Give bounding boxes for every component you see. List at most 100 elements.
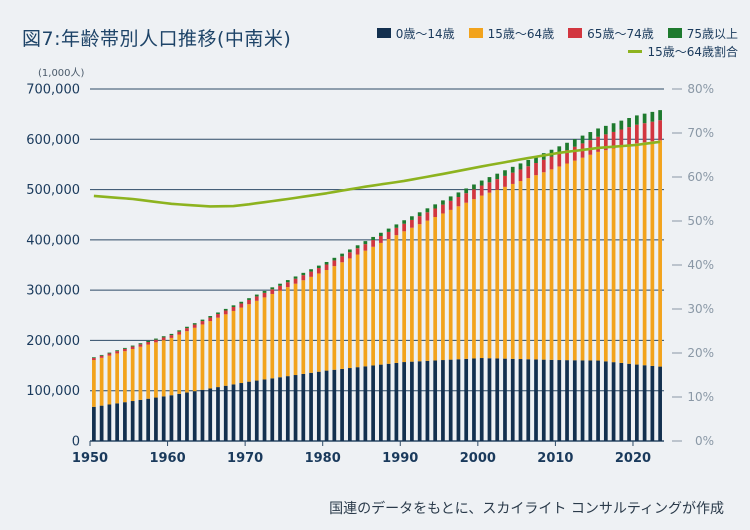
x-tick-label: 1950 (72, 451, 108, 466)
bar-age-65-74 (541, 159, 546, 173)
bar-age-65-74 (99, 355, 104, 358)
bar-age-15-64 (650, 141, 655, 366)
bar-age-15-64 (332, 266, 337, 370)
bar-age-75-plus (394, 224, 399, 228)
bar-age-75-plus (572, 139, 577, 147)
bar-age-0-14 (254, 380, 259, 441)
bar-age-0-14 (487, 358, 492, 441)
bar-age-65-74 (619, 129, 624, 147)
bar-age-75-plus (130, 345, 135, 347)
bar-age-15-64 (611, 148, 616, 363)
bar-age-75-plus (340, 253, 344, 257)
bar-age-65-74 (464, 193, 469, 203)
bar-age-0-14 (596, 360, 600, 441)
bar-age-15-64 (154, 342, 158, 398)
y-right-tick-label: 40% (687, 258, 714, 272)
bar-age-15-64 (565, 163, 569, 361)
y-left-tick-label: 500,000 (26, 183, 80, 198)
bar-age-75-plus (92, 357, 96, 359)
bar-age-15-64 (510, 183, 515, 359)
bar-age-75-plus (309, 269, 313, 272)
bar-age-75-plus (123, 347, 127, 349)
bar-age-15-64 (285, 287, 290, 377)
bar-age-65-74 (270, 289, 275, 294)
bar-age-15-64 (177, 334, 182, 394)
bar-age-15-64 (92, 360, 96, 407)
legend-item-age-15-64: 15歳〜64歳 (468, 25, 555, 42)
bar-age-75-plus (262, 290, 267, 293)
bar-age-65-74 (441, 204, 445, 214)
bar-age-65-74 (510, 172, 515, 184)
bar-age-0-14 (580, 360, 585, 441)
bar-age-65-74 (185, 328, 189, 332)
bar-age-0-14 (185, 392, 189, 441)
x-tick-label: 2010 (537, 451, 573, 466)
bar-age-65-74 (371, 240, 375, 247)
bar-age-75-plus (254, 294, 259, 297)
bar-age-15-64 (130, 348, 135, 402)
bar-age-65-74 (239, 303, 244, 308)
bar-age-0-14 (324, 370, 329, 441)
bar-age-0-14 (379, 364, 383, 441)
bar-age-0-14 (503, 358, 507, 441)
bar-age-0-14 (208, 388, 213, 441)
bar-age-65-74 (603, 134, 608, 151)
ratio-line-layer (93, 140, 661, 208)
bar-age-15-64 (534, 175, 538, 360)
legend-label-age-0-14: 0歳〜14歳 (395, 26, 455, 41)
bar-age-0-14 (309, 372, 313, 441)
y-right-tick-label: 50% (687, 214, 714, 228)
legend-label-age-15-64: 15歳〜64歳 (487, 26, 555, 41)
bar-age-15-64 (441, 213, 445, 361)
bar-age-75-plus (650, 111, 655, 122)
y-right-tick-label: 10% (687, 390, 714, 404)
bar-age-75-plus (138, 343, 143, 345)
legend-item-age-0-14: 0歳〜14歳 (376, 25, 455, 42)
bar-age-65-74 (161, 337, 166, 341)
bar-age-0-14 (510, 358, 515, 441)
bar-age-0-14 (441, 360, 445, 441)
bar-age-65-74 (425, 212, 430, 221)
bar-age-65-74 (107, 353, 112, 356)
bar-age-75-plus (355, 245, 360, 249)
bar-age-15-64 (379, 242, 383, 365)
bar-age-75-plus (417, 212, 422, 217)
y-left-tick-label: 700,000 (26, 83, 80, 98)
y-axis-unit-label: (1,000人) (38, 68, 85, 79)
bar-age-15-64 (627, 145, 631, 364)
bar-age-75-plus (634, 115, 639, 125)
bar-age-75-plus (247, 298, 251, 300)
bar-age-65-74 (526, 166, 531, 179)
bar-age-75-plus (596, 128, 600, 137)
bar-age-75-plus (619, 120, 624, 130)
bar-age-15-64 (410, 227, 414, 362)
bar-age-65-74 (316, 268, 321, 274)
bar-age-0-14 (223, 385, 228, 441)
bar-age-75-plus (518, 163, 523, 170)
bar-age-0-14 (177, 393, 182, 441)
bar-age-15-64 (169, 337, 174, 396)
bar-age-65-74 (138, 344, 143, 347)
bar-age-75-plus (161, 336, 166, 338)
bar-age-15-64 (192, 327, 197, 392)
bar-age-0-14 (262, 379, 267, 441)
bar-age-15-64 (316, 273, 321, 372)
bar-age-75-plus (239, 301, 244, 304)
bar-age-15-64 (588, 154, 593, 361)
bar-age-0-14 (231, 384, 236, 441)
bar-age-0-14 (425, 360, 430, 441)
x-tick-label: 1970 (227, 451, 263, 466)
grid-layer (90, 88, 664, 442)
bar-age-0-14 (386, 363, 391, 441)
y-left-tick-label: 0 (72, 435, 80, 450)
bar-age-15-64 (231, 310, 236, 385)
bar-age-0-14 (472, 358, 476, 441)
bar-age-65-74 (301, 275, 306, 281)
bar-age-15-64 (254, 300, 259, 381)
bar-age-0-14 (495, 358, 500, 441)
bar-age-15-64 (146, 344, 151, 399)
bar-age-75-plus (611, 123, 616, 132)
bar-age-0-14 (557, 360, 562, 441)
x-tick-label: 1960 (149, 451, 185, 466)
bar-age-0-14 (92, 406, 96, 441)
